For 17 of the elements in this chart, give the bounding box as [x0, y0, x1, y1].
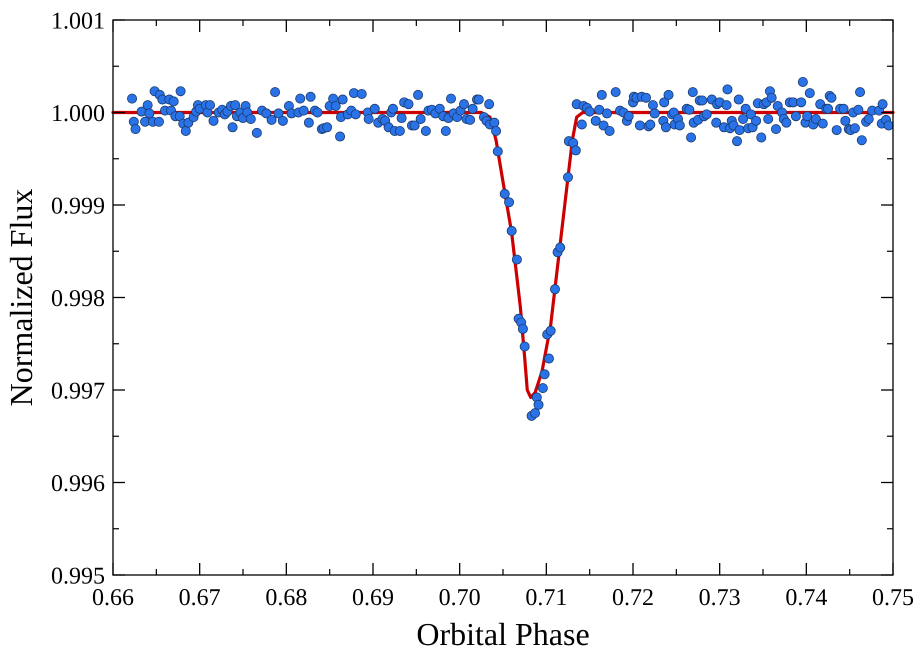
y-tick-label: 0.999: [51, 193, 105, 220]
x-tick-label: 0.70: [438, 585, 481, 611]
x-tick-label: 0.74: [785, 585, 828, 611]
y-tick-label: 0.997: [51, 378, 105, 404]
y-tick-label: 0.998: [51, 286, 105, 312]
x-tick-label: 0.68: [265, 585, 308, 611]
x-tick-label: 0.71: [525, 585, 568, 611]
y-tick-label: 0.996: [51, 470, 105, 497]
x-tick-label: 0.67: [178, 585, 221, 611]
x-tick-label: 0.75: [872, 585, 914, 611]
x-tick-label: 0.72: [612, 585, 654, 611]
x-tick-label: 0.73: [698, 585, 741, 611]
y-tick-label: 1.000: [51, 100, 105, 127]
x-tick-label: 0.69: [352, 585, 394, 611]
y-tick-label: 1.001: [51, 8, 105, 34]
y-axis-title: Normalized Flux: [3, 188, 39, 406]
x-axis-title: Orbital Phase: [416, 616, 590, 652]
